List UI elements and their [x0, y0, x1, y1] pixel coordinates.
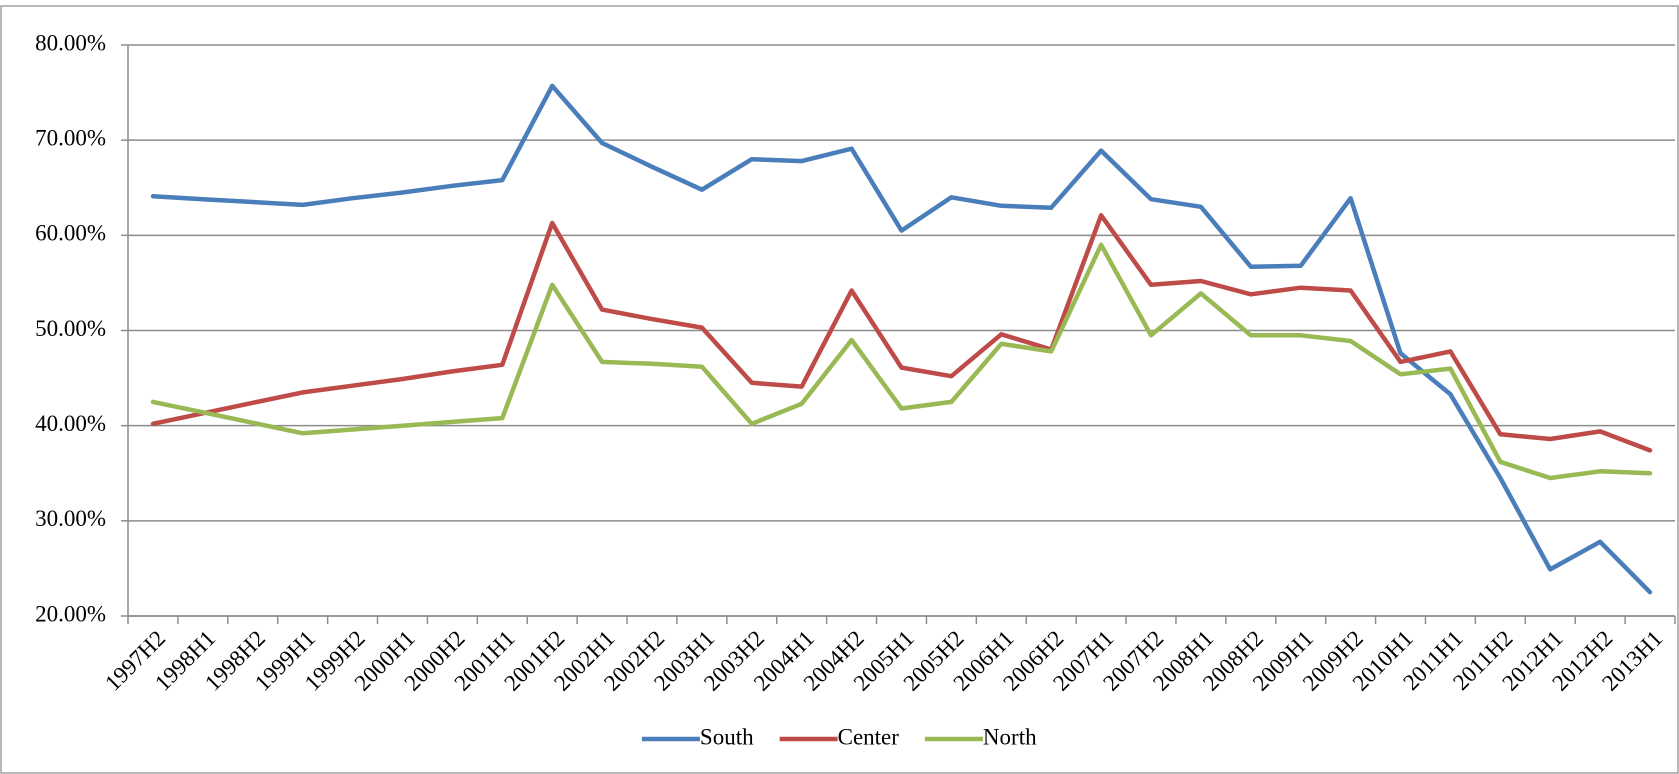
y-tick-label: 30.00% [35, 506, 106, 531]
series-line [150, 242, 1653, 481]
y-tick-label: 80.00% [35, 30, 106, 55]
y-tick-label: 20.00% [35, 601, 106, 626]
series-line [150, 83, 1653, 595]
chart-border [0, 5, 1679, 774]
series-line [150, 213, 1653, 453]
y-tick-label: 50.00% [35, 316, 106, 341]
y-tick-label: 40.00% [35, 411, 106, 436]
y-tick-label: 70.00% [35, 125, 106, 150]
legend-label: Center [838, 724, 900, 749]
legend-label: North [983, 724, 1037, 749]
legend: South Center North [641, 724, 1037, 749]
legend-label: South [700, 724, 754, 749]
y-tick-label: 60.00% [35, 221, 106, 246]
